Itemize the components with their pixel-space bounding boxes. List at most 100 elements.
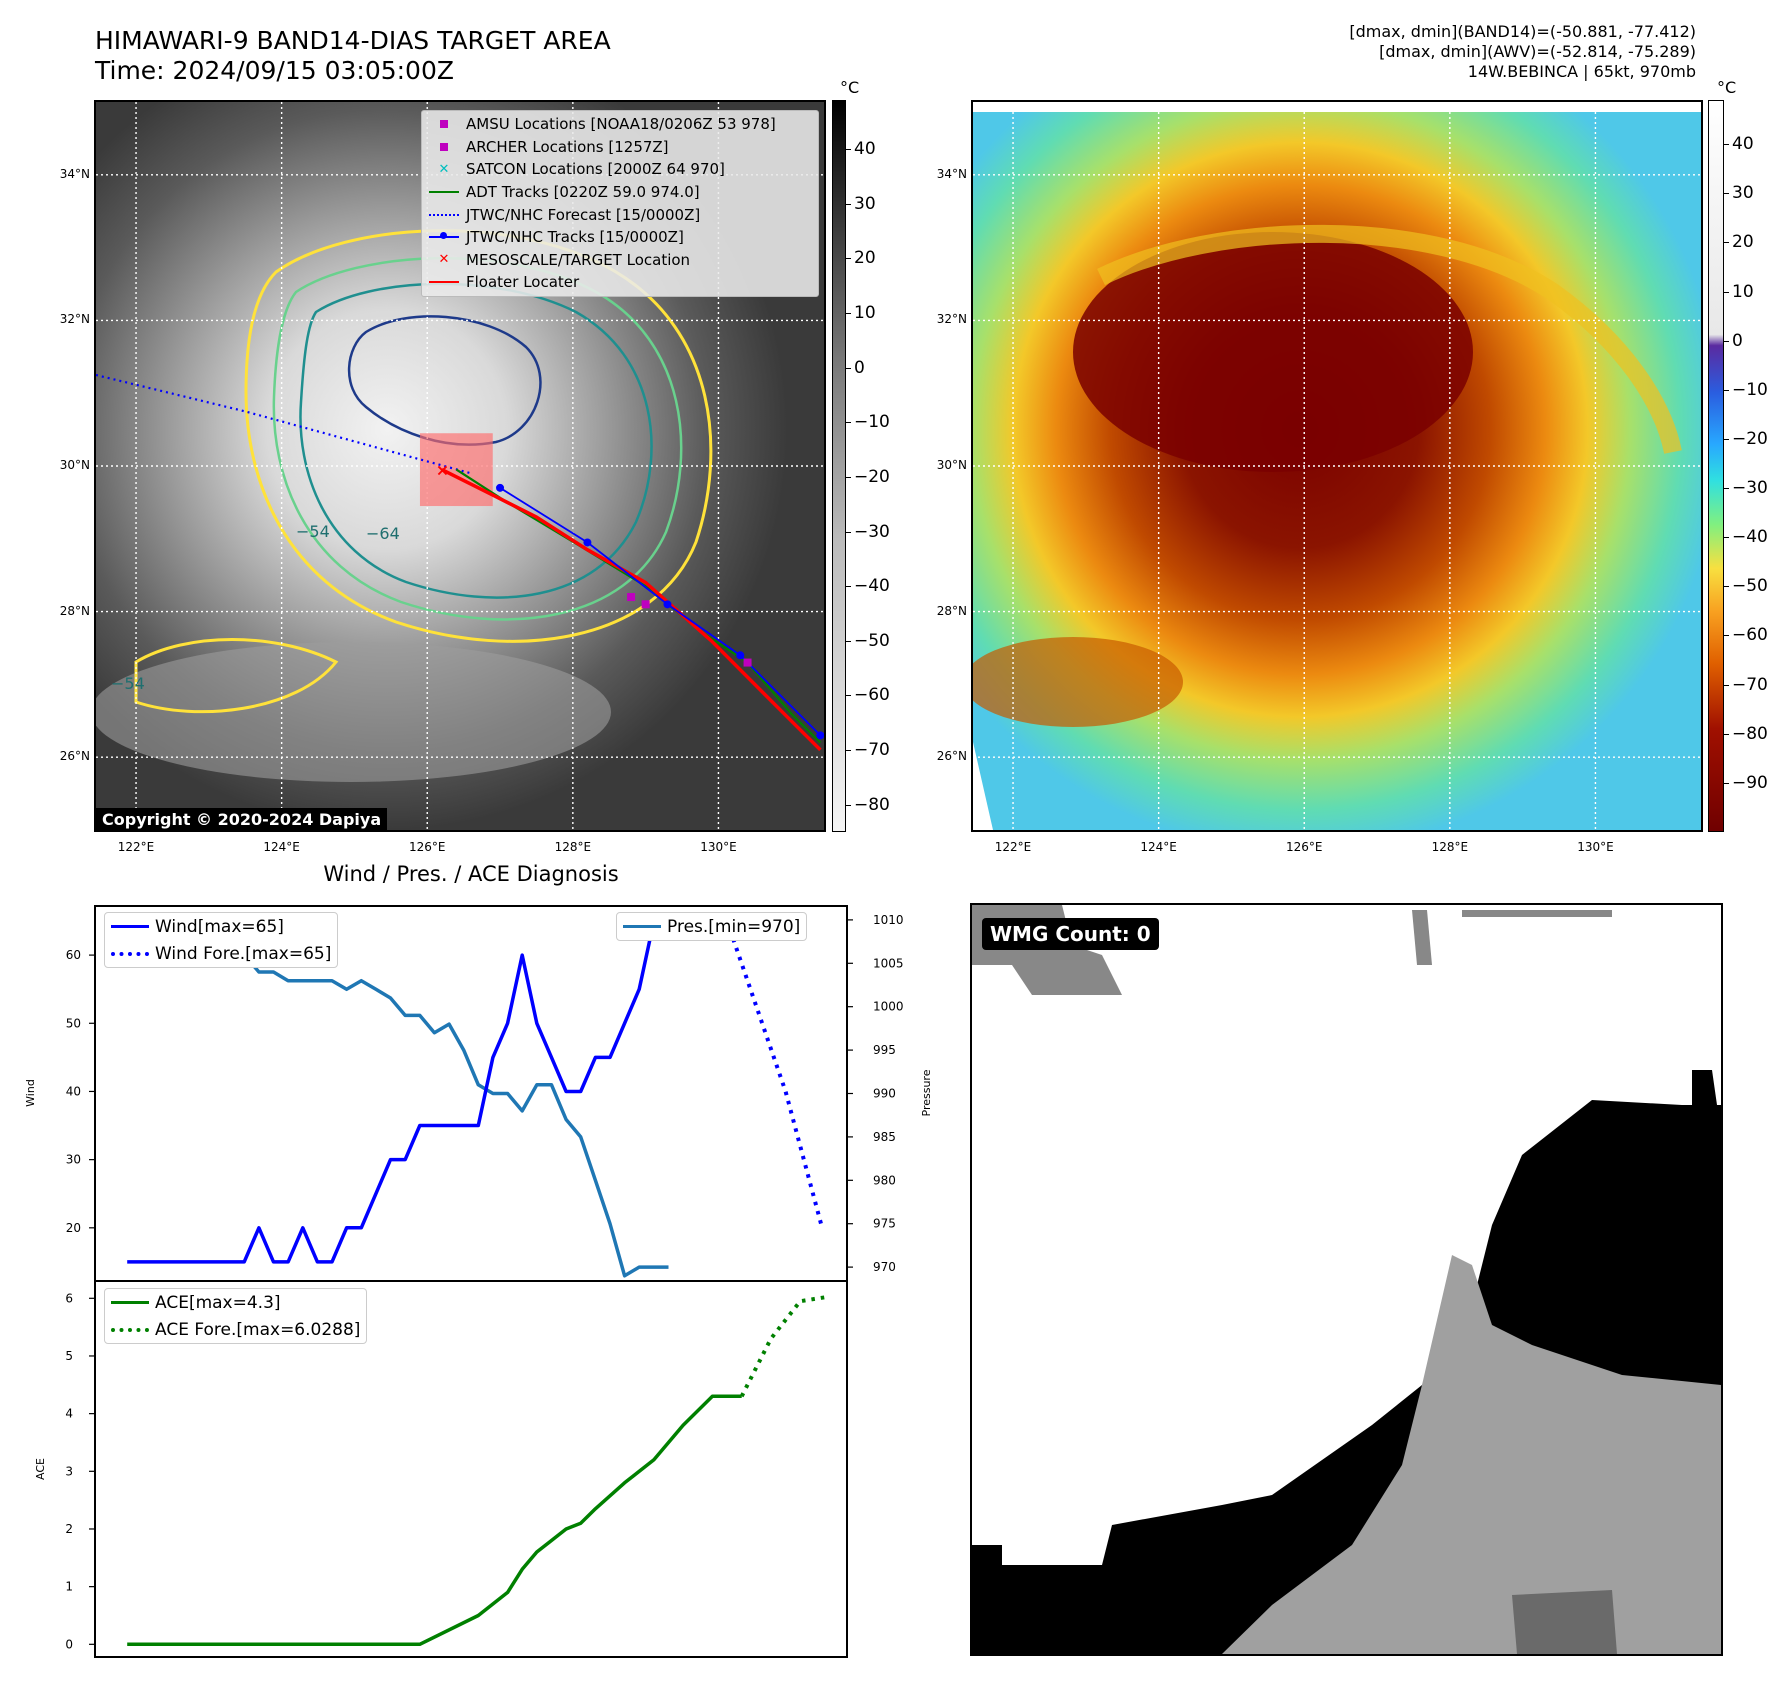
target-x-marker: × <box>436 461 449 480</box>
contour-navy <box>347 315 542 446</box>
pressure-ytick-label: 980 <box>873 1173 896 1187</box>
colorbar-tick-mark <box>1724 242 1729 244</box>
ace-line-icon <box>105 1301 155 1304</box>
jtwc-track-point <box>496 483 505 492</box>
awv-lat-tick: 26°N <box>936 749 967 764</box>
wmg-panel <box>970 903 1723 1656</box>
colorbar-tick-mark <box>1724 193 1729 195</box>
ace-forecast-dotted-icon <box>105 1327 155 1332</box>
ace-series-line <box>127 1394 742 1647</box>
wind-plot: 20 30 40 50 60 970 975 980 985 990 995 1000 1005 1010 <box>66 913 904 1278</box>
wind-legend: Wind[max=65] Wind Fore.[max=65] <box>104 912 339 968</box>
legend-adt: ADT Tracks [0220Z 59.0 974.0] <box>422 181 818 204</box>
ace-forecast-line <box>739 1294 830 1398</box>
ir-lon-tick: 128°E <box>554 840 592 854</box>
ir-lat-tick: 28°N <box>59 603 90 618</box>
awv-colorbar-unit: °C <box>1717 78 1737 97</box>
legend-satcon: ✕ SATCON Locations [2000Z 64 970] <box>422 158 818 181</box>
colorbar-tick-mark <box>1724 733 1729 735</box>
stats-block: [dmax, dmin](BAND14)=(-50.881, -77.412) … <box>1349 22 1696 82</box>
legend-jtwc-forecast-label: JTWC/NHC Forecast [15/0000Z] <box>466 205 701 224</box>
pressure-ylabel: Pressure <box>920 1069 933 1116</box>
archer-marker-icon <box>422 142 466 151</box>
stats-line-storm: 14W.BEBINCA | 65kt, 970mb <box>1467 62 1696 81</box>
colorbar-tick-mark <box>1724 144 1729 146</box>
wind-ytick-label: 40 <box>66 1084 81 1098</box>
colorbar-tick-label: −10 <box>1732 379 1768 400</box>
colorbar-tick-label: 10 <box>1732 281 1754 302</box>
ir-lon-tick: 130°E <box>700 840 737 854</box>
colorbar-tick-mark <box>846 203 851 205</box>
wind-forecast-line <box>725 920 825 1229</box>
pressure-line-icon <box>617 925 667 928</box>
colorbar-tick-label: −70 <box>854 740 890 761</box>
pressure-series-line <box>125 918 669 1278</box>
archer-marker <box>641 600 650 609</box>
colorbar-tick-mark <box>1724 340 1729 342</box>
colorbar-tick-mark <box>846 750 851 752</box>
wind-ytick-label: 30 <box>66 1153 81 1167</box>
ace-ytick-label: 5 <box>65 1349 73 1363</box>
colorbar-tick-label: 30 <box>1732 183 1754 204</box>
pressure-ytick-label: 970 <box>873 1260 896 1274</box>
colorbar-tick-mark <box>846 476 851 478</box>
legend-wind-forecast: Wind Fore.[max=65] <box>105 940 337 967</box>
legend-target: ✕ MESOSCALE/TARGET Location <box>422 249 818 272</box>
ace-plot: 0 1 2 3 4 5 6 <box>65 1291 830 1651</box>
awv-dry-core <box>1073 232 1473 472</box>
awv-lat-tick: 28°N <box>936 603 967 618</box>
amsu-marker <box>627 593 636 602</box>
colorbar-tick-label: 10 <box>854 303 876 324</box>
figure-title: HIMAWARI-9 BAND14-DIAS TARGET AREA Time: … <box>95 26 611 86</box>
colorbar-tick-label: −90 <box>1732 772 1768 793</box>
title-line-2: Time: 2024/09/15 03:05:00Z <box>95 56 454 85</box>
colorbar-tick-mark <box>1724 782 1729 784</box>
colorbar-tick-label: 0 <box>854 357 865 378</box>
ir-lat-tick: 34°N <box>59 166 90 181</box>
colorbar-tick-mark <box>846 258 851 260</box>
colorbar-tick-label: −40 <box>1732 527 1768 548</box>
colorbar-tick-mark <box>846 149 851 151</box>
wmg-dark-gray-patch <box>1512 1590 1617 1654</box>
awv-band-west <box>973 637 1183 727</box>
legend-ace-forecast-label: ACE Fore.[max=6.0288] <box>155 1319 361 1340</box>
floater-line <box>441 468 822 752</box>
legend-jtwc-tracks-label: JTWC/NHC Tracks [15/0000Z] <box>466 228 684 247</box>
legend-floater-label: Floater Locater <box>466 273 580 292</box>
wind-ytick-label: 20 <box>66 1221 81 1235</box>
forecast-dotted-line-icon <box>422 213 466 216</box>
ir-storm-tracks: × <box>96 373 824 752</box>
wmg-light-gray-region <box>1222 1255 1721 1654</box>
awv-lat-tick: 32°N <box>936 312 967 327</box>
wind-ytick-label: 60 <box>66 948 81 962</box>
wind-series-line <box>127 919 727 1264</box>
legend-floater: Floater Locater <box>422 271 818 294</box>
awv-outer-ring <box>1097 224 1682 454</box>
jtwc-track-point <box>816 731 824 740</box>
colorbar-tick-label: −20 <box>854 466 890 487</box>
diagnosis-title: Wind / Pres. / ACE Diagnosis <box>323 862 619 886</box>
awv-lon-tick: 126°E <box>1285 840 1323 854</box>
stats-line-awv: [dmax, dmin](AWV)=(-52.814, -75.289) <box>1379 42 1696 61</box>
stats-line-band14: [dmax, dmin](BAND14)=(-50.881, -77.412) <box>1349 22 1696 41</box>
contour-label-3: −54 <box>111 674 145 693</box>
awv-lon-tick: 128°E <box>1431 840 1469 854</box>
ace-ytick-label: 6 <box>65 1291 73 1305</box>
satcon-x-icon: ✕ <box>438 161 450 177</box>
wind-ytick-label: 50 <box>66 1016 81 1030</box>
jtwc-track-point <box>663 600 672 609</box>
awv-map-canvas <box>973 102 1701 830</box>
ir-lat-tick: 32°N <box>59 312 90 327</box>
colorbar-tick-label: −50 <box>854 630 890 651</box>
ace-ytick-label: 2 <box>65 1522 73 1536</box>
legend-archer: ARCHER Locations [1257Z] <box>422 136 818 159</box>
ir-legend: AMSU Locations [NOAA18/0206Z 53 978] ARC… <box>421 110 819 297</box>
colorbar-tick-label: −40 <box>854 576 890 597</box>
legend-ace: ACE[max=4.3] <box>105 1289 366 1316</box>
colorbar-tick-mark <box>846 586 851 588</box>
legend-ace-forecast: ACE Fore.[max=6.0288] <box>105 1316 366 1343</box>
floater-line-icon <box>422 281 466 284</box>
legend-satcon-label: SATCON Locations [2000Z 64 970] <box>466 160 725 179</box>
colorbar-tick-label: −80 <box>1732 723 1768 744</box>
colorbar-tick-mark <box>1724 438 1729 440</box>
